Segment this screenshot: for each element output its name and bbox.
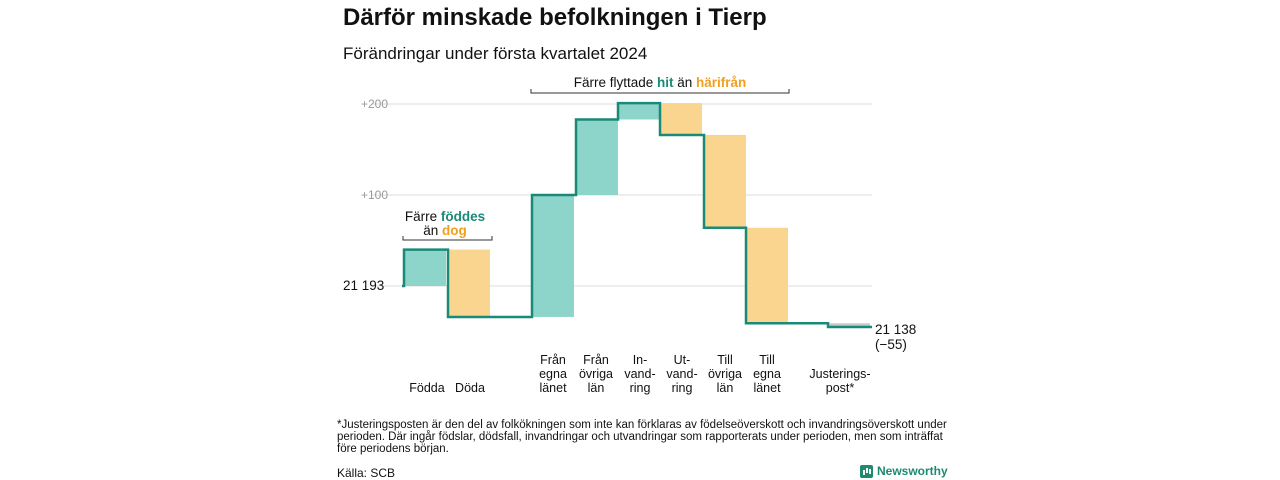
end-change-label: (−55) [875,337,907,352]
running-total-line [402,101,872,329]
waterfall-bar [448,249,490,317]
y-tick-label: +100 [361,188,388,202]
category-label: övriga [708,367,742,381]
category-label: Justerings- [809,367,870,381]
category-label: Till [759,353,775,367]
waterfall-bar [404,249,446,286]
waterfall-bar [660,103,702,135]
category-label: Från [540,353,566,367]
start-value-label: 21 193 [343,278,384,293]
category-label: län [588,381,605,395]
category-label: övriga [579,367,613,381]
category-label: Födda [409,381,444,395]
category-label: egna [539,367,567,381]
waterfall-bar [828,323,870,327]
category-label: egna [753,367,781,381]
waterfall-bar [618,103,660,120]
waterfall-bar [532,195,574,317]
category-label: länet [539,381,567,395]
annotation-births-deaths-line1: Färre föddes [405,209,485,224]
chart-title: Därför minskade befolkningen i Tierp [343,4,767,31]
waterfall-bar [746,227,788,324]
waterfall-bar [704,134,746,228]
category-label: Till [717,353,733,367]
annotation-bracket [530,89,790,94]
category-label: Ut- [674,353,691,367]
footnote: *Justeringsposten är den del av folkökni… [337,419,947,455]
end-value-label: 21 138 [875,322,916,337]
category-label: ring [672,381,693,395]
category-label: län [717,381,734,395]
annotation-births-deaths-line2: än dog [423,223,467,238]
category-label: post* [826,381,855,395]
newsworthy-logo: Newsworthy [860,464,948,478]
y-tick-label: +200 [361,97,388,111]
category-label: In- [633,353,648,367]
category-label: vand- [624,367,655,381]
category-label: länet [753,381,781,395]
chart-subtitle: Förändringar under första kvartalet 2024 [343,44,648,63]
brand-name: Newsworthy [877,464,948,478]
annotation-bracket [402,236,493,241]
source-text: Källa: SCB [337,466,396,480]
annotation-migration: Färre flyttade hit än härifrån [574,75,747,90]
category-label: ring [630,381,651,395]
category-label: Från [583,353,609,367]
category-label: vand- [666,367,697,381]
category-label: Döda [455,381,485,395]
waterfall-bar [576,119,618,195]
bar-chart-icon [860,464,873,478]
